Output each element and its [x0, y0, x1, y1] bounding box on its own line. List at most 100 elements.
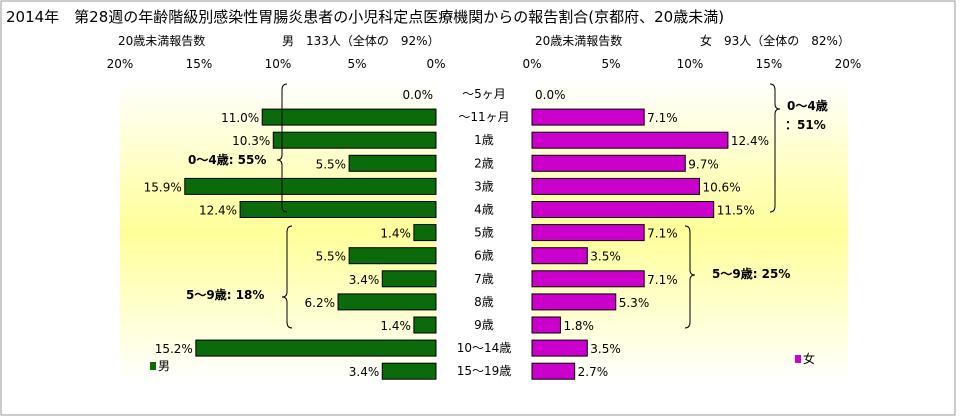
- male-bar-label: 5.5%: [316, 157, 347, 171]
- male-bar-label: 10.3%: [232, 134, 270, 148]
- male-bar: [381, 270, 437, 288]
- category-label: 1歳: [474, 133, 494, 147]
- male-bar-label: 15.9%: [144, 180, 182, 194]
- female-bar: [531, 224, 645, 242]
- category-label: 8歳: [474, 295, 494, 309]
- female-bar: [531, 131, 729, 149]
- category-label: 15～19歳: [457, 364, 512, 378]
- male-bar: [381, 362, 437, 380]
- female-bar-label: 0.0%: [535, 88, 566, 102]
- male-bar-label: 1.4%: [380, 319, 411, 333]
- category-label: 9歳: [474, 318, 494, 332]
- male-bar: [272, 131, 437, 149]
- female-bar: [531, 316, 561, 334]
- female-tick-label: 20%: [835, 57, 862, 71]
- category-labels: ～5ヶ月 ～11ヶ月 1歳 2歳 3歳 4歳 5歳 6歳 7歳 8歳 9歳 10～14歳 15～19歳: [457, 87, 512, 378]
- category-label: 5歳: [474, 226, 494, 240]
- male-legend-label: 男: [158, 359, 170, 373]
- female-tick-label: 0%: [522, 57, 541, 71]
- female-annotation-5-9: 5～9歳: 25%: [712, 266, 790, 281]
- male-brace-0-4: [276, 83, 288, 213]
- female-annotation-0-4-title: 0～4歳: [787, 98, 828, 113]
- female-bar-label: 7.1%: [647, 273, 678, 287]
- category-label: 6歳: [474, 249, 494, 263]
- female-legend-swatch: [795, 355, 801, 363]
- male-bars: [184, 108, 437, 380]
- female-bars: [531, 108, 729, 380]
- male-plot-area: [120, 80, 436, 382]
- female-bar: [531, 339, 588, 357]
- female-axis-ticks: 0% 5% 10% 15% 20%: [522, 57, 861, 71]
- female-header-left: 20歳未満報告数: [535, 33, 622, 48]
- female-brace-5-9: [684, 225, 696, 329]
- male-brace-5-9: [281, 225, 293, 329]
- female-bar: [531, 247, 588, 265]
- male-bar-label: 15.2%: [155, 342, 193, 356]
- male-bar-label: 5.5%: [316, 250, 347, 264]
- female-bar-label: 3.5%: [590, 342, 621, 356]
- male-bar: [337, 293, 437, 311]
- female-bar-label: 2.7%: [578, 365, 609, 379]
- female-bar-label: 12.4%: [731, 134, 769, 148]
- female-bar-label: 3.5%: [590, 250, 621, 264]
- male-bar-label: 1.4%: [380, 227, 411, 241]
- male-panel: 20歳未満報告数 男 133人（全体の 92%） 20% 15% 10% 5% 0% 0…: [107, 33, 446, 382]
- male-tick-label: 15%: [186, 57, 213, 71]
- male-bar: [348, 247, 437, 265]
- female-bar: [531, 154, 686, 172]
- male-tick-label: 5%: [347, 57, 366, 71]
- male-tick-label: 10%: [265, 57, 292, 71]
- female-bar: [531, 108, 645, 126]
- female-bar-label: 9.7%: [688, 157, 719, 171]
- female-bar-label: 11.5%: [717, 204, 755, 218]
- female-tick-label: 15%: [756, 57, 783, 71]
- category-label: ～11ヶ月: [458, 110, 509, 124]
- male-bar-label: 3.4%: [349, 365, 380, 379]
- female-brace-0-4: [769, 83, 781, 213]
- male-bar: [413, 316, 437, 334]
- male-bar-label: 0.0%: [403, 88, 434, 102]
- female-bar-label: 10.6%: [702, 180, 740, 194]
- male-bar: [413, 224, 437, 242]
- female-legend-label: 女: [803, 351, 815, 366]
- female-annotation-0-4-value: ：51%: [785, 118, 826, 132]
- male-bar: [239, 201, 437, 218]
- female-bar: [531, 201, 715, 218]
- female-bar: [531, 177, 700, 195]
- male-annotation-0-4: 0～4歳: 55%: [188, 152, 266, 167]
- category-label: 10～14歳: [457, 341, 512, 355]
- male-bar: [184, 177, 437, 195]
- male-annotation-5-9: 5～9歳: 18%: [186, 287, 264, 302]
- male-tick-label: 0%: [426, 57, 445, 71]
- male-bar-label: 6.2%: [305, 296, 336, 310]
- female-tick-label: 5%: [601, 57, 620, 71]
- female-header-right: 女 93人（全体の 82%）: [700, 33, 850, 48]
- category-label: ～5ヶ月: [462, 87, 506, 101]
- female-bar: [531, 362, 576, 380]
- category-label: 2歳: [474, 156, 494, 170]
- female-bar-label: 7.1%: [647, 111, 678, 125]
- male-bar: [195, 339, 437, 357]
- male-bar: [348, 154, 437, 172]
- female-tick-label: 10%: [677, 57, 704, 71]
- male-bar-labels: 0.0%11.0%10.3%5.5%15.9%12.4%1.4%5.5%3.4%…: [144, 88, 433, 379]
- female-bar-labels: 0.0% 7.1% 12.4% 9.7% 10.6% 11.5% 7.1% 3.5% 7.1% 5…: [535, 88, 769, 379]
- female-panel: 20歳未満報告数 女 93人（全体の 82%） 0% 5% 10% 15% 20% 0.…: [522, 33, 861, 382]
- female-bar: [531, 270, 645, 288]
- category-label: 4歳: [474, 203, 494, 217]
- male-tick-label: 20%: [107, 57, 134, 71]
- female-bar-label: 1.8%: [563, 319, 594, 333]
- female-bar-label: 5.3%: [619, 296, 650, 310]
- male-bar-label: 11.0%: [221, 111, 259, 125]
- female-bar-label: 7.1%: [647, 227, 678, 241]
- male-bar: [261, 108, 437, 126]
- male-bar-label: 3.4%: [349, 273, 380, 287]
- category-label: 7歳: [474, 272, 494, 286]
- male-legend-swatch: [150, 362, 156, 370]
- male-header-right: 男 133人（全体の 92%）: [282, 33, 440, 48]
- chart-title: 2014年 第28週の年齢階級別感染性胃腸炎患者の小児科定点医療機関からの報告割…: [6, 8, 724, 26]
- male-header-left: 20歳未満報告数: [118, 33, 205, 48]
- male-axis-ticks: 20% 15% 10% 5% 0%: [107, 57, 446, 71]
- male-bar-label: 12.4%: [199, 204, 237, 218]
